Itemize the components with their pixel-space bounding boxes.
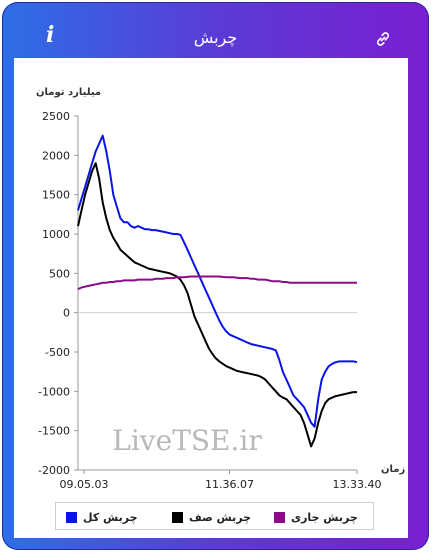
legend-swatch-current — [274, 511, 285, 523]
y-tick-label: -2000 — [38, 464, 70, 477]
x-axis-label: زمان — [381, 464, 405, 475]
legend-label-current: چربش جاری — [291, 510, 358, 524]
watermark: LiveTSE.ir — [112, 424, 262, 457]
y-axis-label: میلیارد تومان — [36, 87, 101, 98]
legend-item-total[interactable]: چربش کل — [66, 510, 138, 524]
chart-legend: چربش کل چربش صف چربش جاری — [55, 502, 374, 530]
y-tick-label: 1000 — [42, 228, 70, 241]
chart-panel: میلیارد تومان LiveTSE.ir 2500 2000 1500 100… — [14, 58, 408, 538]
y-tick-label: 1500 — [42, 189, 70, 202]
legend-swatch-total — [66, 511, 77, 523]
y-tick-label: 0 — [63, 307, 70, 320]
legend-item-current[interactable]: چربش جاری — [274, 510, 358, 524]
card-header: i چربش — [2, 2, 429, 58]
series-line-queue — [77, 162, 357, 448]
y-tick-label: 2500 — [42, 110, 70, 123]
x-tick-label: 13.33.40 — [333, 478, 382, 491]
series-line-current — [77, 275, 357, 291]
y-tick-label: 500 — [49, 267, 70, 280]
legend-label-queue: چربش صف — [189, 510, 252, 524]
line-chart: میلیارد تومان LiveTSE.ir 2500 2000 1500 100… — [36, 87, 405, 491]
chart-card: i چربش میلیارد تومان LiveTSE.ir 2500 2000… — [2, 2, 429, 550]
legend-label-total: چربش کل — [83, 510, 138, 524]
series-line-total — [77, 134, 358, 428]
link-icon[interactable] — [374, 30, 392, 48]
y-tick-label: -1500 — [38, 425, 70, 438]
card-title: چربش — [193, 28, 238, 47]
legend-item-queue[interactable]: چربش صف — [172, 510, 251, 524]
y-tick-label: -500 — [45, 346, 70, 359]
y-tick-label: 2000 — [42, 149, 70, 162]
legend-swatch-queue — [172, 511, 183, 523]
x-tick-label: 09.05.03 — [60, 478, 109, 491]
info-icon[interactable]: i — [46, 22, 55, 48]
x-tick-label: 11.36.07 — [205, 478, 254, 491]
y-tick-label: -1000 — [38, 385, 70, 398]
